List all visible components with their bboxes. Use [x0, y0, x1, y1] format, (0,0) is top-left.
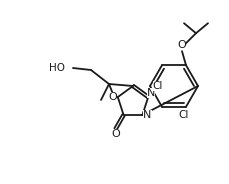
Text: Cl: Cl	[179, 110, 189, 120]
Text: O: O	[108, 92, 117, 102]
Text: N: N	[143, 110, 152, 120]
Text: O: O	[178, 40, 186, 50]
Text: Cl: Cl	[153, 81, 163, 91]
Text: HO: HO	[49, 63, 65, 73]
Text: O: O	[111, 129, 120, 139]
Text: N: N	[147, 88, 155, 98]
